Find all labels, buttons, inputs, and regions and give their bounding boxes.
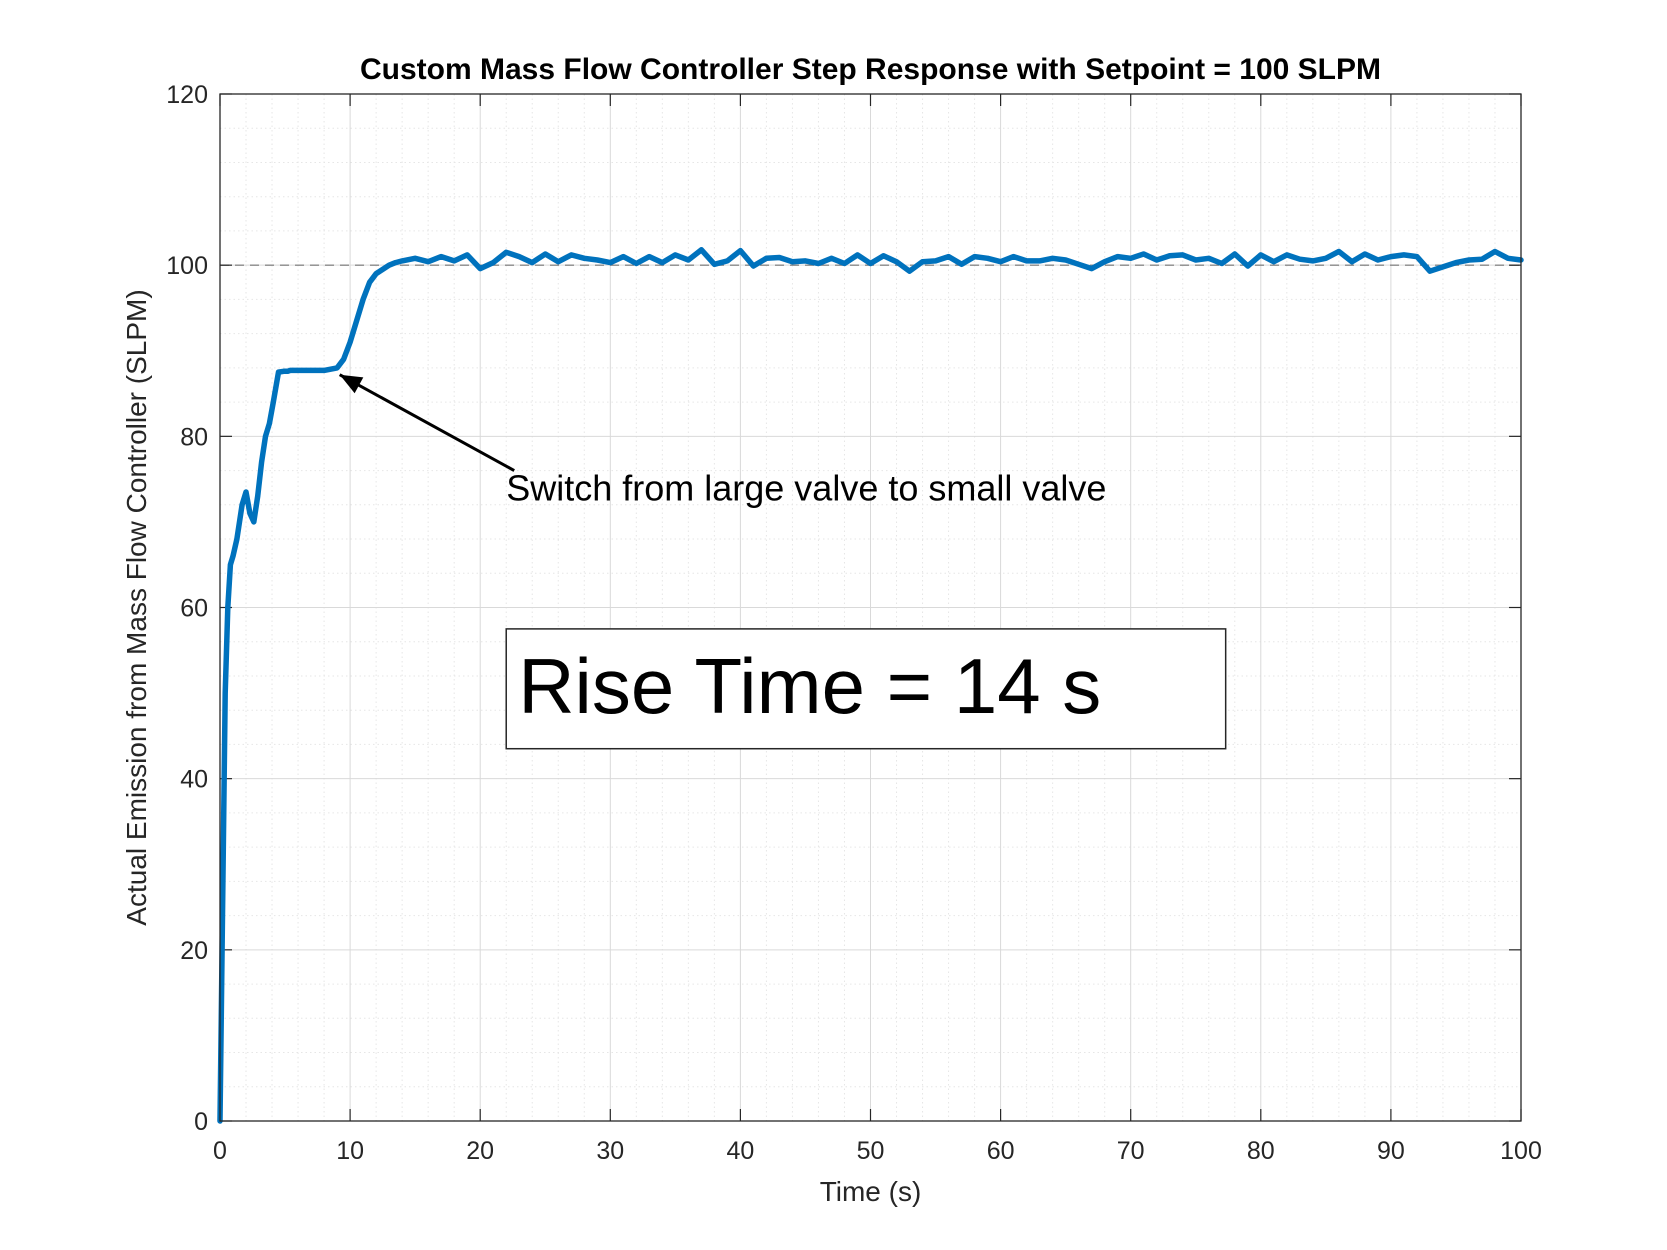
x-tick-label: 80 — [1247, 1137, 1275, 1165]
y-tick-label: 120 — [166, 81, 208, 109]
x-tick-label: 90 — [1377, 1137, 1405, 1165]
x-tick-label: 0 — [213, 1137, 227, 1165]
y-tick-labels: 0 20 40 60 80 100 120 — [166, 81, 208, 1136]
x-tick-label: 40 — [726, 1137, 754, 1165]
rise-time-text: Rise Time = 14 s — [518, 642, 1101, 730]
rise-time-box — [505, 628, 1227, 750]
y-tick-label: 80 — [180, 423, 208, 451]
chart-title: Custom Mass Flow Controller Step Respons… — [360, 53, 1381, 86]
annotations: Switch from large valve to small valve Ri… — [338, 373, 1227, 750]
y-tick-label: 60 — [180, 595, 208, 623]
y-tick-label: 20 — [180, 937, 208, 965]
x-tick-label: 30 — [596, 1137, 624, 1165]
y-tick-label: 0 — [194, 1108, 208, 1136]
x-tick-label: 50 — [857, 1137, 885, 1165]
series-line — [217, 247, 1524, 1124]
x-tick-labels: 0 10 20 30 40 50 60 70 80 90 100 — [213, 1137, 1542, 1165]
x-tick-label: 10 — [336, 1137, 364, 1165]
y-axis-label: Actual Emission from Mass Flow Controlle… — [121, 289, 152, 925]
x-tick-label: 70 — [1117, 1137, 1145, 1165]
y-tick-label: 100 — [166, 252, 208, 280]
annotation-arrow-head — [339, 374, 364, 394]
x-axis-label: Time (s) — [820, 1176, 922, 1207]
annotation-text: Switch from large valve to small valve — [506, 468, 1106, 509]
x-tick-label: 100 — [1500, 1137, 1542, 1165]
x-tick-label: 20 — [466, 1137, 494, 1165]
x-tick-label: 60 — [987, 1137, 1015, 1165]
series-layer — [217, 247, 1524, 1124]
axes-frame — [219, 93, 1522, 1122]
y-tick-label: 40 — [180, 766, 208, 794]
annotation-arrow-line — [338, 373, 515, 472]
